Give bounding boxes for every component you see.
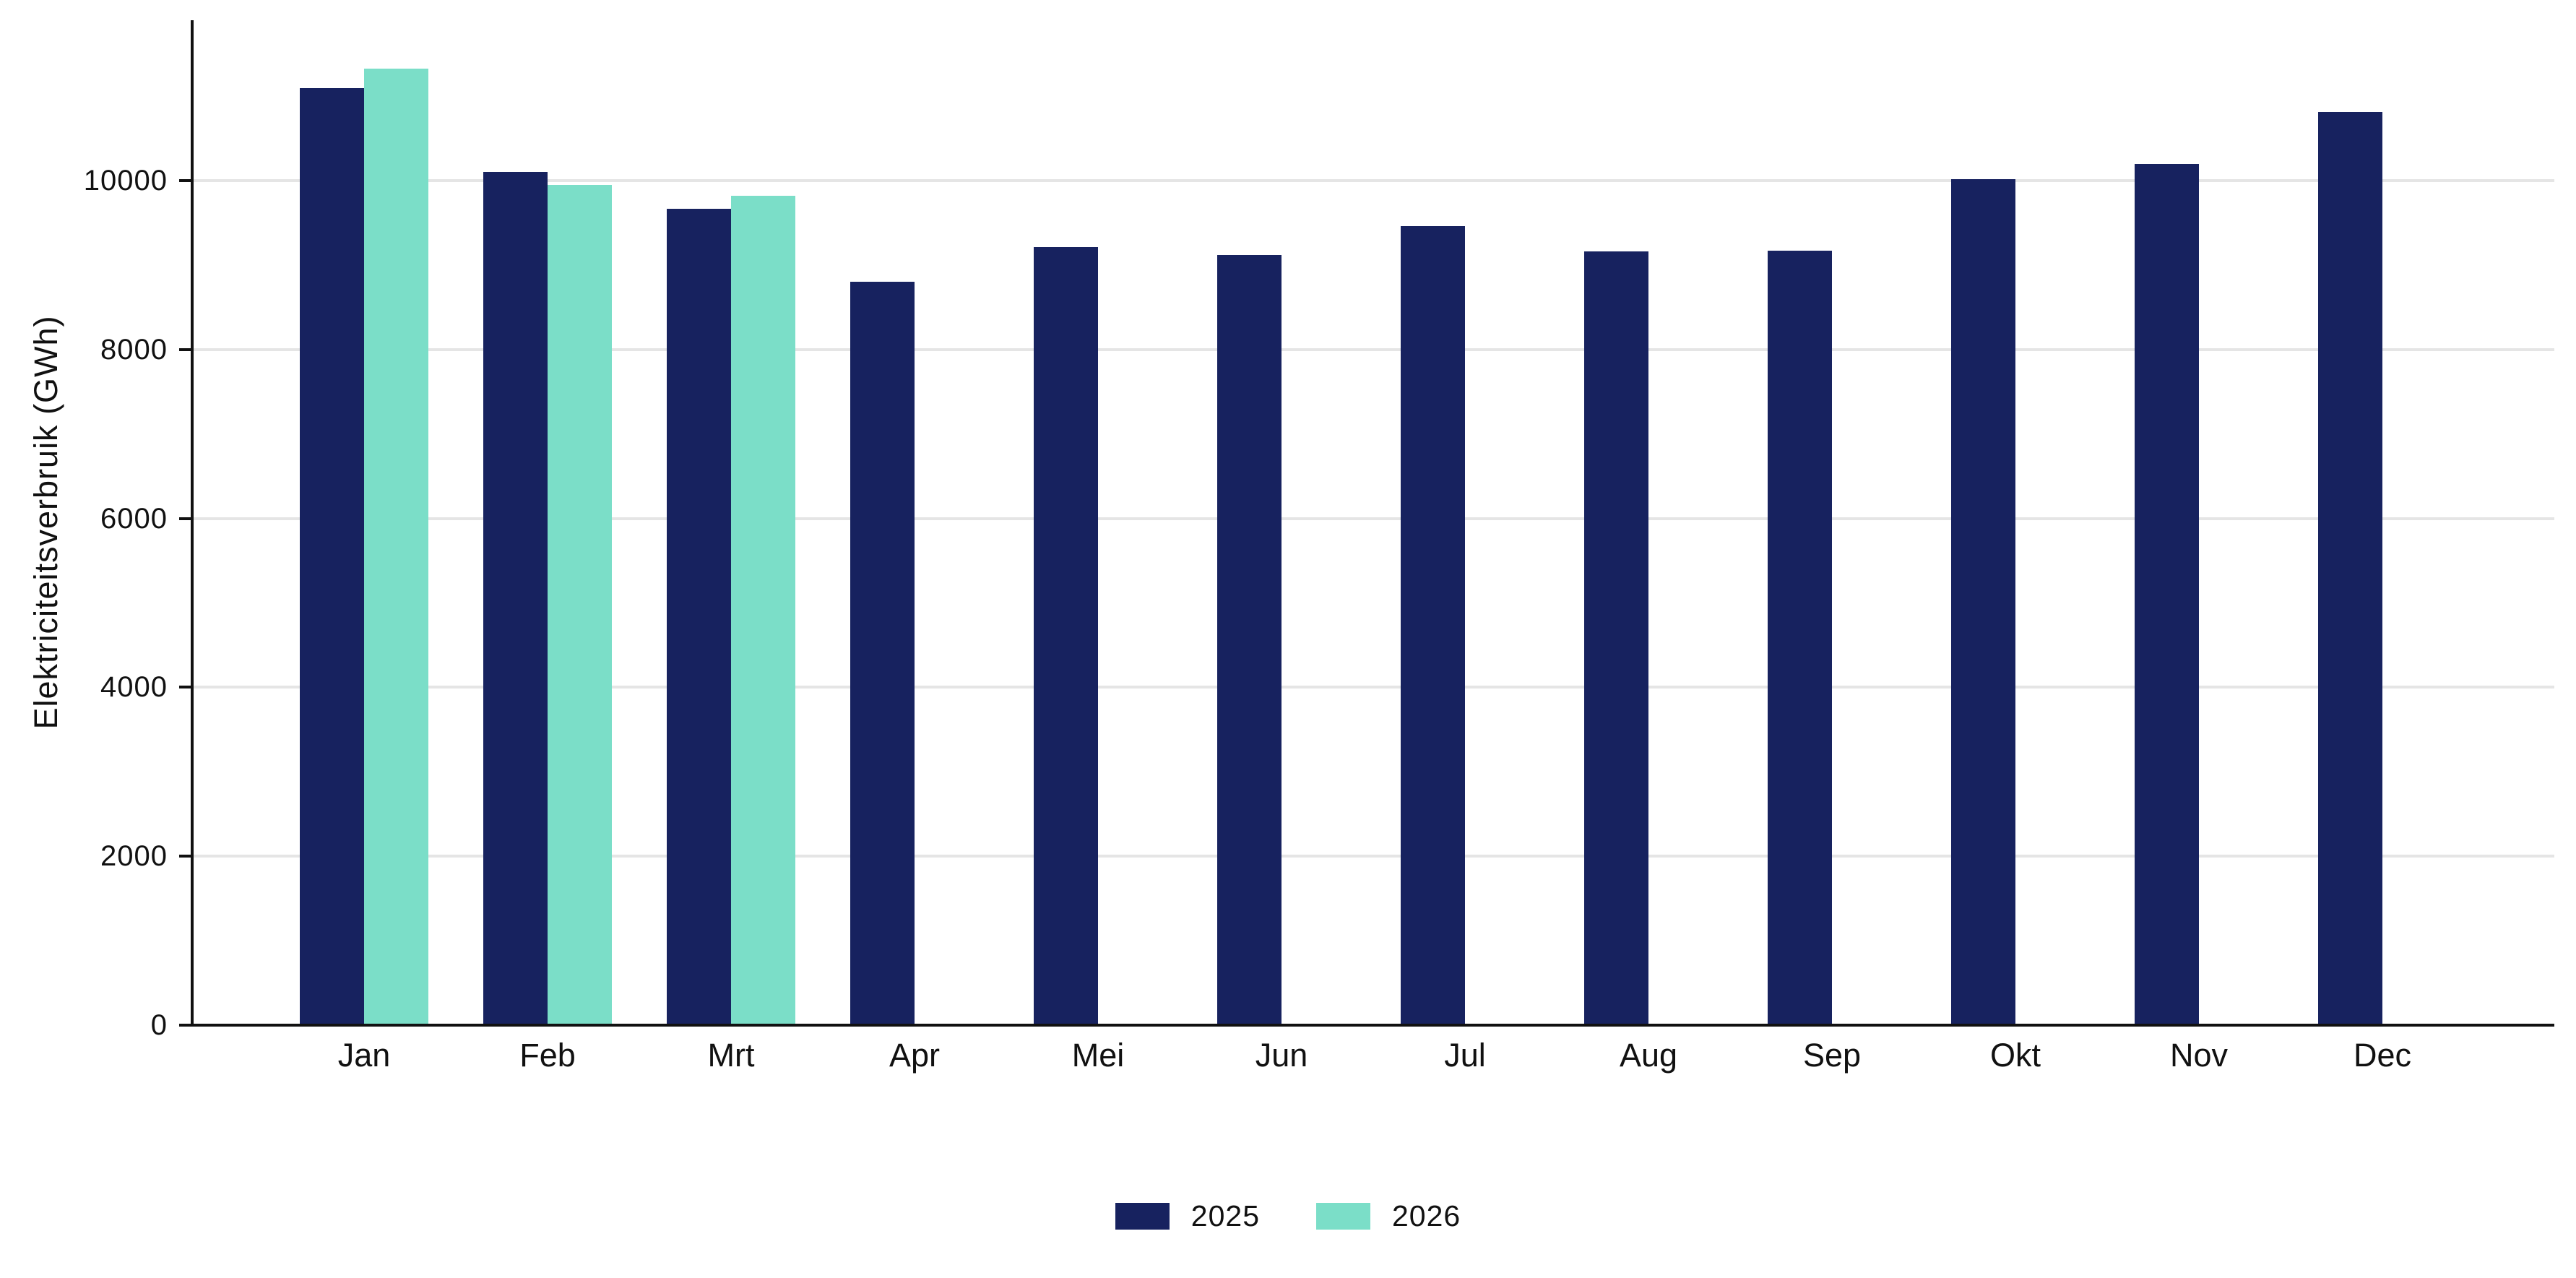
y-axis-line <box>191 20 194 1027</box>
legend-item-2026[interactable]: 2026 <box>1316 1199 1461 1233</box>
y-tick-label: 0 <box>150 1009 168 1041</box>
legend-swatch-2025 <box>1115 1203 1170 1230</box>
legend-label: 2025 <box>1190 1199 1260 1232</box>
y-tick-mark <box>179 686 191 689</box>
legend: 2025 2026 <box>0 1199 2576 1233</box>
y-tick-mark <box>179 855 191 858</box>
bar-2026-mrt[interactable] <box>731 196 795 1025</box>
x-axis-label-nov: Nov <box>2169 1037 2229 1074</box>
y-tick-mark <box>179 347 191 351</box>
bar-2025-nov[interactable] <box>2135 164 2199 1025</box>
bar-2026-feb[interactable] <box>548 185 612 1025</box>
legend-swatch-2026 <box>1316 1203 1370 1230</box>
bar-2025-jan[interactable] <box>300 88 364 1025</box>
bar-2025-okt[interactable] <box>1951 179 2015 1025</box>
gridline <box>194 347 2554 351</box>
bar-2025-sep[interactable] <box>1768 251 1832 1025</box>
bar-2025-apr[interactable] <box>850 282 915 1025</box>
x-axis-label-feb: Feb <box>519 1037 576 1074</box>
y-tick-label: 4000 <box>100 671 168 704</box>
y-tick-label: 8000 <box>100 333 168 366</box>
legend-label: 2026 <box>1392 1199 1461 1232</box>
bar-2025-mrt[interactable] <box>667 209 731 1025</box>
x-axis-line <box>191 1024 2554 1027</box>
bar-2025-aug[interactable] <box>1584 251 1648 1025</box>
bar-2025-feb[interactable] <box>483 172 548 1025</box>
x-axis-label-sep: Sep <box>1802 1037 1862 1074</box>
x-axis-label-mrt: Mrt <box>707 1037 755 1074</box>
x-axis-label-jul: Jul <box>1444 1037 1486 1074</box>
bar-2025-mei[interactable] <box>1034 247 1098 1025</box>
x-axis-label-jan: Jan <box>337 1037 391 1074</box>
legend-item-2025[interactable]: 2025 <box>1115 1199 1260 1233</box>
bar-2025-jun[interactable] <box>1217 255 1281 1025</box>
x-axis-label-apr: Apr <box>889 1037 941 1074</box>
gridline <box>194 855 2554 858</box>
bar-2025-dec[interactable] <box>2318 112 2382 1025</box>
y-tick-mark <box>179 179 191 183</box>
bar-2025-jul[interactable] <box>1401 226 1465 1025</box>
x-axis-label-mei: Mei <box>1071 1037 1125 1074</box>
x-axis-label-aug: Aug <box>1619 1037 1678 1074</box>
gridline <box>194 517 2554 520</box>
x-axis-label-jun: Jun <box>1255 1037 1308 1074</box>
x-axis-label-dec: Dec <box>2353 1037 2412 1074</box>
gridline <box>194 686 2554 689</box>
y-tick-mark <box>179 517 191 520</box>
y-tick-label: 10000 <box>83 165 168 197</box>
y-tick-mark <box>179 1024 191 1027</box>
y-tick-label: 2000 <box>100 840 168 873</box>
x-axis-label-okt: Okt <box>1989 1037 2041 1074</box>
gridline <box>194 179 2554 183</box>
y-tick-label: 6000 <box>100 502 168 535</box>
bar-2026-jan[interactable] <box>364 69 428 1025</box>
